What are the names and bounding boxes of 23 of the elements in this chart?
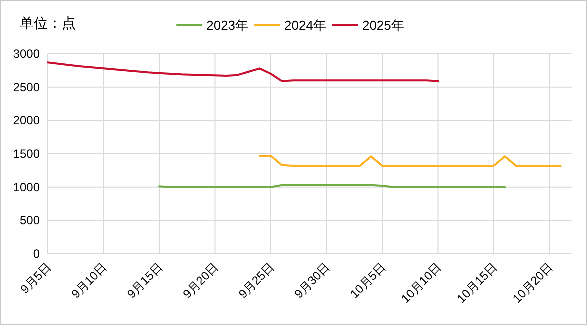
legend-label: 2025年 — [362, 18, 404, 33]
x-tick-label: 10月5日 — [348, 260, 389, 302]
line-series — [258, 155, 562, 167]
y-tick-label: 1500 — [13, 147, 40, 161]
legend-label: 2024年 — [284, 18, 326, 33]
x-tick-label: 9月5日 — [18, 260, 54, 297]
legend-label: 2023年 — [206, 18, 249, 33]
x-tick-label: 9月20日 — [180, 260, 222, 302]
y-tick-label: 2000 — [13, 114, 40, 128]
y-tick-label: 1000 — [13, 180, 40, 194]
y-tick-label: 500 — [20, 214, 40, 228]
y-tick-label: 0 — [33, 247, 40, 261]
x-tick-label: 10月15日 — [454, 260, 500, 306]
x-tick-label: 10月20日 — [510, 260, 556, 306]
line-series — [47, 62, 440, 82]
x-tick-label: 9月10日 — [68, 260, 110, 302]
x-tick-label: 9月15日 — [124, 260, 166, 302]
x-tick-label: 9月30日 — [292, 260, 333, 302]
y-tick-label: 2500 — [13, 80, 40, 94]
x-tick-label: 10月10日 — [398, 260, 444, 306]
x-tick-label: 9月25日 — [236, 260, 278, 302]
y-tick-label: 3000 — [13, 47, 40, 61]
text: 单位：点 — [20, 15, 76, 31]
